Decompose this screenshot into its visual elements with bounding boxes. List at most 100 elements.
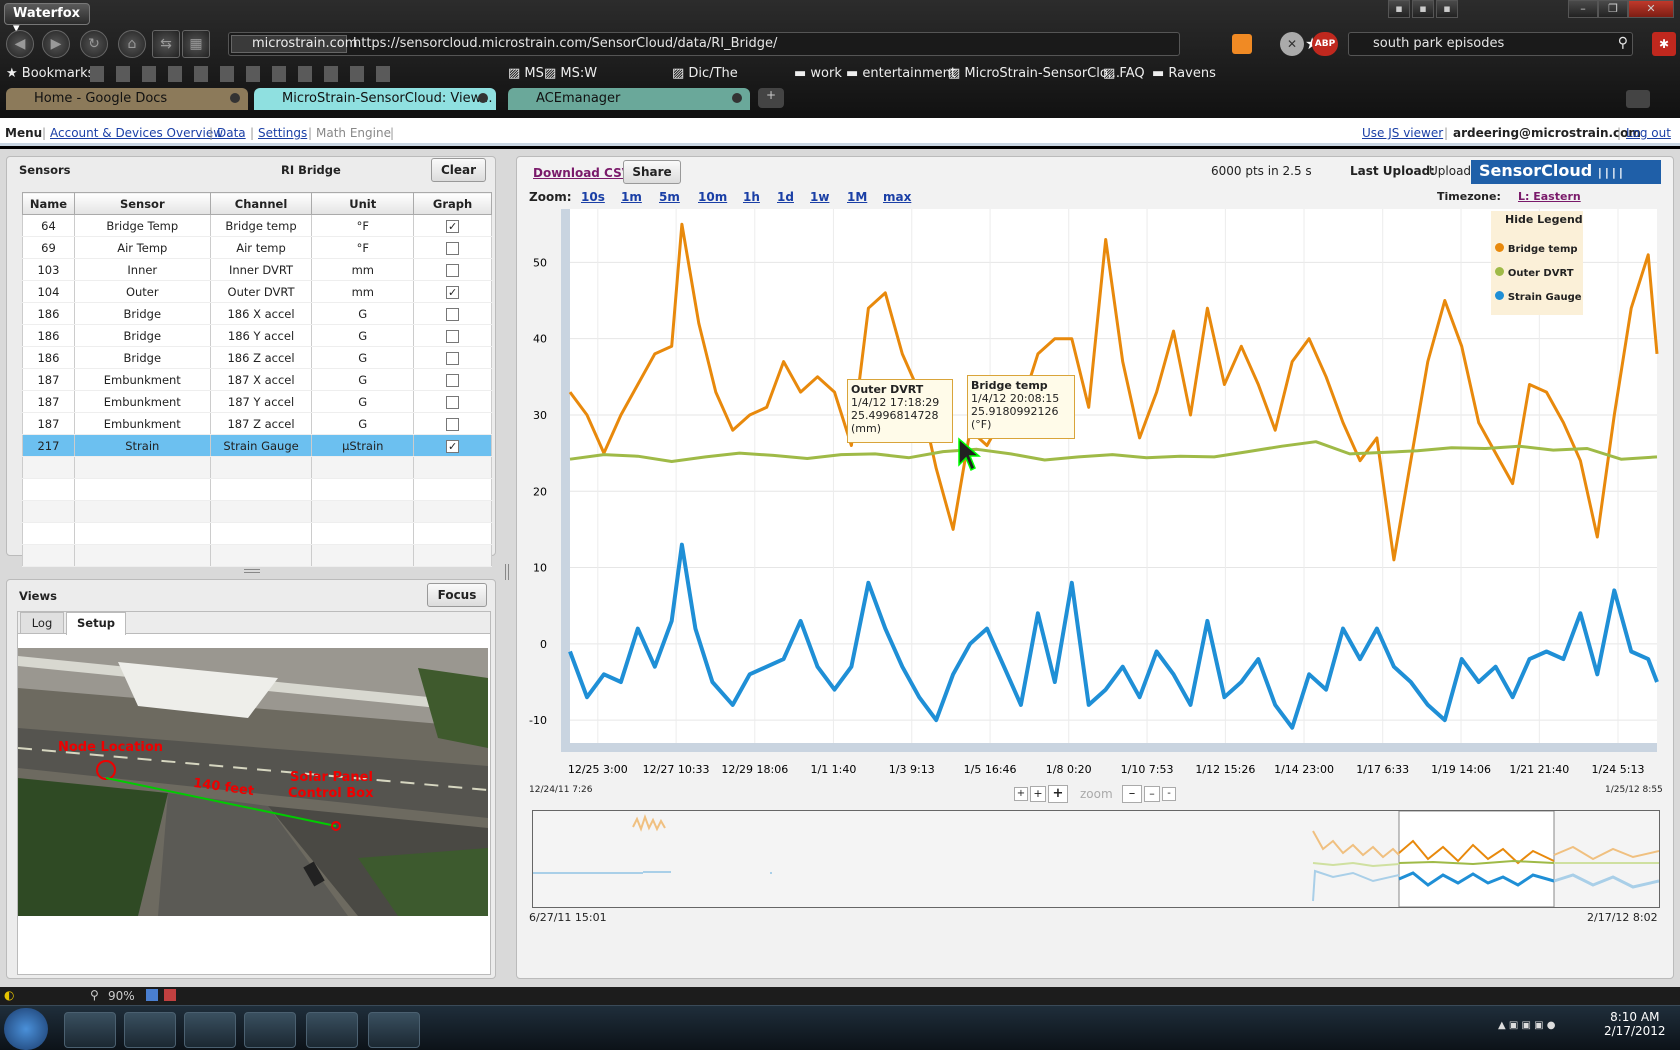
- legend-item-bridge-temp[interactable]: Bridge temp: [1495, 241, 1578, 255]
- sensorcloud-taskbar-icon[interactable]: [306, 1012, 358, 1048]
- new-tab-icon[interactable]: +: [758, 88, 784, 108]
- overview-chart[interactable]: [532, 810, 1660, 908]
- explorer-taskbar-icon[interactable]: [64, 1012, 116, 1048]
- timezone-value[interactable]: L: Eastern: [1518, 190, 1581, 203]
- table-row[interactable]: 186 Bridge 186 Y accel G: [22, 324, 492, 347]
- url-bar[interactable]: microstrain.com https://sensorcloud.micr…: [228, 32, 1319, 56]
- zoom-out-large-button[interactable]: –: [1122, 785, 1142, 803]
- graph-checkbox[interactable]: [446, 263, 460, 277]
- menu-label[interactable]: Menu: [5, 126, 43, 140]
- tab-list-icon[interactable]: [1626, 90, 1650, 108]
- excel-taskbar-icon[interactable]: [368, 1012, 420, 1048]
- site-identity[interactable]: microstrain.com: [231, 35, 357, 53]
- settings-link[interactable]: Settings: [258, 126, 308, 140]
- col-graph[interactable]: Graph: [413, 192, 492, 215]
- zoom-10m[interactable]: 10m: [698, 190, 728, 204]
- addon-icon[interactable]: ⇆: [152, 30, 180, 58]
- tab-close-icon[interactable]: [478, 93, 488, 103]
- logout-link[interactable]: Log out: [1626, 126, 1671, 140]
- tab-log[interactable]: Log: [20, 612, 64, 634]
- zoom-1m[interactable]: 1m: [621, 190, 642, 204]
- clear-button[interactable]: Clear: [431, 158, 486, 182]
- data-link[interactable]: Data: [217, 126, 246, 140]
- zoom-1w[interactable]: 1w: [810, 190, 830, 204]
- adblock-icon[interactable]: ABP: [1312, 32, 1338, 56]
- zoom-in-medium-button[interactable]: +: [1030, 786, 1046, 802]
- table-row[interactable]: 187 Embunkment 187 X accel G: [22, 368, 492, 391]
- zoom-in-large-button[interactable]: +: [1048, 785, 1068, 803]
- minimize-icon[interactable]: –: [1568, 0, 1598, 18]
- waterfox-taskbar-icon[interactable]: [244, 1012, 296, 1048]
- bookmark-ms[interactable]: ▨ MS: [508, 66, 544, 81]
- bookmark-work[interactable]: ▬ work: [794, 66, 842, 81]
- share-button[interactable]: Share: [623, 160, 681, 184]
- tool-icon-3[interactable]: ▪: [1436, 0, 1458, 18]
- overview-selection[interactable]: [1398, 810, 1555, 908]
- zoom-5m[interactable]: 5m: [659, 190, 680, 204]
- zoom-10s[interactable]: 10s: [581, 190, 605, 204]
- series-line-outer-dvrt[interactable]: [569, 440, 1658, 463]
- start-button[interactable]: [4, 1008, 48, 1050]
- bookmark-microstrain[interactable]: ▨ MicroStrain-SensorClo...: [948, 66, 1120, 81]
- bookmark-dic[interactable]: ▨ Dic/The: [672, 66, 738, 81]
- rss-icon[interactable]: [1232, 34, 1252, 54]
- zoom-1M[interactable]: 1M: [847, 190, 868, 204]
- graph-checkbox[interactable]: [446, 373, 460, 387]
- forward-icon[interactable]: ▶: [42, 30, 70, 58]
- tray-icons[interactable]: ▲ ▣ ▣ ▣ ●: [1498, 1020, 1556, 1031]
- table-row[interactable]: 69 Air Temp Air temp °F: [22, 236, 492, 259]
- hide-legend-link[interactable]: Hide Legend: [1505, 213, 1583, 226]
- graph-checkbox[interactable]: ✓: [446, 285, 460, 299]
- use-js-viewer-link[interactable]: Use JS viewer: [1362, 126, 1444, 140]
- tab-sensorcloud[interactable]: MicroStrain-SensorCloud: View...: [254, 88, 496, 110]
- table-row[interactable]: 186 Bridge 186 Z accel G: [22, 346, 492, 369]
- col-channel[interactable]: Channel: [209, 192, 313, 215]
- table-row[interactable]: 103 Inner Inner DVRT mm: [22, 258, 492, 281]
- reload-icon[interactable]: ↻: [80, 30, 108, 58]
- bookmark-entertainment[interactable]: ▬ entertainment: [846, 66, 957, 81]
- browser-taskbar-icon[interactable]: [124, 1012, 176, 1048]
- mail-taskbar-icon[interactable]: [184, 1012, 236, 1048]
- series-line-bridge-temp[interactable]: [568, 222, 1659, 562]
- tab-setup[interactable]: Setup: [66, 612, 126, 635]
- close-window-icon[interactable]: ✕: [1628, 0, 1674, 18]
- col-name[interactable]: Name: [22, 192, 75, 215]
- back-icon[interactable]: ◀: [6, 30, 34, 58]
- graph-checkbox[interactable]: [446, 395, 460, 409]
- table-row[interactable]: 104 Outer Outer DVRT mm ✓: [22, 280, 492, 303]
- col-sensor[interactable]: Sensor: [73, 192, 211, 215]
- addon-status-icon[interactable]: [146, 989, 158, 1001]
- series-line-strain-gauge[interactable]: [568, 542, 1659, 730]
- bookmark-ravens[interactable]: ▬ Ravens: [1152, 66, 1216, 81]
- focus-button[interactable]: Focus: [427, 583, 487, 607]
- magnifier-icon[interactable]: ⚲: [1617, 35, 1628, 51]
- tab-acemanager[interactable]: ACEmanager: [508, 88, 750, 110]
- table-row[interactable]: 217 Strain Strain Gauge µStrain ✓: [22, 434, 492, 457]
- tab-close-icon[interactable]: [230, 93, 240, 103]
- col-unit[interactable]: Unit: [311, 192, 415, 215]
- graph-checkbox[interactable]: [446, 241, 460, 255]
- graph-checkbox[interactable]: ✓: [446, 439, 460, 453]
- zoom-1h[interactable]: 1h: [743, 190, 760, 204]
- zoom-in-small-button[interactable]: +: [1014, 787, 1028, 801]
- zoom-1d[interactable]: 1d: [777, 190, 794, 204]
- bookmark-msw[interactable]: ▨ MS:W: [544, 66, 598, 81]
- addon-red-icon[interactable]: ✱: [1652, 32, 1676, 56]
- graph-checkbox[interactable]: ✓: [446, 219, 460, 233]
- tool-icon-1[interactable]: ▪: [1388, 0, 1410, 18]
- legend-item-strain-gauge[interactable]: Strain Gauge: [1495, 289, 1582, 303]
- main-chart[interactable]: -10 0 10 20 30 40 50 12/25 3:00 12/27 10:33 12/29…: [517, 197, 1675, 789]
- splitter-handle[interactable]: [244, 569, 260, 573]
- graph-checkbox[interactable]: [446, 329, 460, 343]
- table-row[interactable]: 187 Embunkment 187 Y accel G: [22, 390, 492, 413]
- tab-google-docs[interactable]: Home - Google Docs: [6, 88, 248, 110]
- home-icon[interactable]: ⌂: [118, 30, 146, 58]
- zoom-out-medium-button[interactable]: –: [1144, 786, 1160, 802]
- graph-checkbox[interactable]: [446, 307, 460, 321]
- table-row[interactable]: 64 Bridge Temp Bridge temp °F ✓: [22, 214, 492, 237]
- clock[interactable]: 8:10 AM 2/17/2012: [1604, 1010, 1666, 1038]
- addon-status-icon-2[interactable]: [164, 989, 176, 1001]
- bookmark-favicons[interactable]: [90, 66, 390, 82]
- tool-icon-2[interactable]: ▪: [1412, 0, 1434, 18]
- account-link[interactable]: Account & Devices Overview: [50, 126, 224, 140]
